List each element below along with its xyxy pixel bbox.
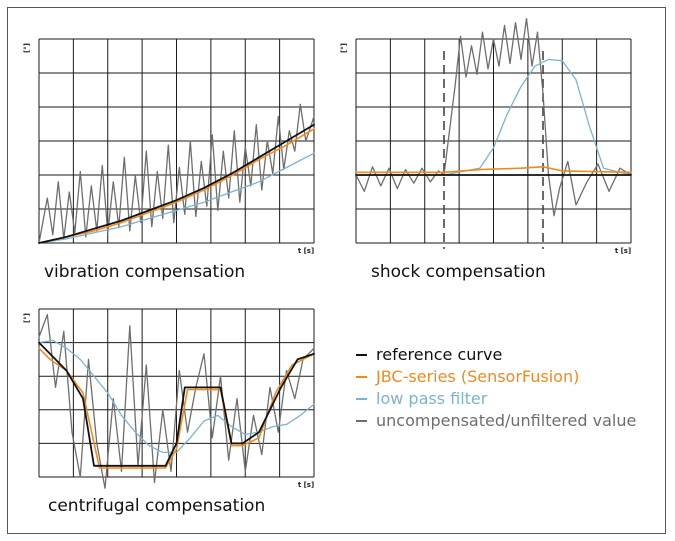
shock-ylabel: [°] (340, 43, 348, 53)
legend-label-lowpass: low pass filter (376, 389, 488, 408)
legend-item-lowpass: low pass filter (356, 388, 636, 410)
legend-label-raw: uncompensated/unfiltered value (376, 411, 637, 430)
legend-swatch-lowpass (356, 398, 367, 400)
figure-frame (7, 7, 666, 534)
shock-title: shock compensation (371, 262, 546, 282)
shock-series-jbc (355, 166, 632, 174)
centrifugal-title: centrifugal compensation (48, 496, 265, 516)
vibration-title: vibration compensation (44, 262, 245, 282)
legend-item-jbc: JBC-series (SensorFusion) (356, 366, 636, 388)
centrifugal-series-lowpass (38, 339, 315, 454)
legend-label-jbc: JBC-series (SensorFusion) (376, 367, 580, 386)
vibration-series-jbc (38, 128, 315, 244)
legend-swatch-reference (356, 354, 367, 356)
centrifugal-xlabel: t [s] (298, 481, 314, 489)
vibration-series-raw (38, 103, 315, 244)
centrifugal-series-reference (38, 341, 315, 467)
legend-swatch-jbc (356, 376, 367, 378)
shock-series-lowpass (355, 58, 632, 176)
vibration-xlabel: t [s] (298, 247, 314, 255)
legend: reference curve JBC-series (SensorFusion… (356, 344, 636, 432)
vibration-series-reference (38, 123, 315, 244)
legend-label-reference: reference curve (376, 345, 503, 364)
legend-item-raw: uncompensated/unfiltered value (356, 410, 636, 432)
legend-item-reference: reference curve (356, 344, 636, 366)
vibration-ylabel: [°] (23, 43, 31, 53)
shock-xlabel: t [s] (615, 247, 631, 255)
legend-swatch-raw (356, 420, 367, 422)
vibration-series-lowpass (38, 152, 315, 244)
centrifugal-ylabel: [°] (23, 313, 31, 323)
